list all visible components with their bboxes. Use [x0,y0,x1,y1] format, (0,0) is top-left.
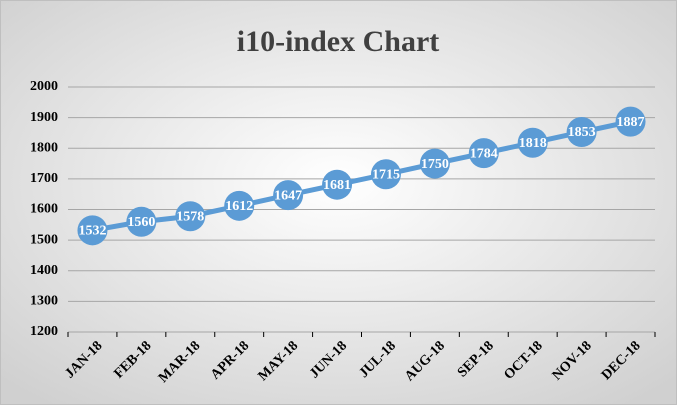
data-label: 1578 [176,209,204,224]
data-label: 1750 [421,157,449,172]
marker [468,138,499,169]
marker [419,148,450,179]
data-label: 1560 [127,215,155,230]
data-label: 1853 [568,125,596,140]
y-tick-label: 1400 [30,263,58,278]
y-tick-label: 1200 [30,324,58,339]
marker [566,117,597,148]
y-tick-label: 1300 [30,294,58,309]
marker [322,169,353,200]
data-label: 1715 [372,168,400,183]
marker [615,106,646,137]
data-label: 1532 [78,224,106,239]
marker [273,180,304,211]
data-label: 1818 [519,136,547,151]
y-tick-label: 1500 [30,232,58,247]
data-label: 1887 [617,115,645,130]
y-tick-label: 1800 [30,140,58,155]
marker [175,201,206,232]
marker [224,190,255,221]
marker [77,215,108,246]
data-label: 1681 [323,178,351,193]
y-tick-label: 1900 [30,110,58,125]
marker [126,206,157,237]
data-label: 1784 [470,146,498,161]
data-label: 1612 [225,199,253,214]
y-tick-label: 2000 [30,79,58,94]
marker [517,127,548,158]
chart-title: i10-index Chart [237,25,440,58]
y-tick-label: 1600 [30,202,58,217]
data-label: 1647 [274,188,302,203]
y-tick-label: 1700 [30,171,58,186]
marker [370,159,401,190]
